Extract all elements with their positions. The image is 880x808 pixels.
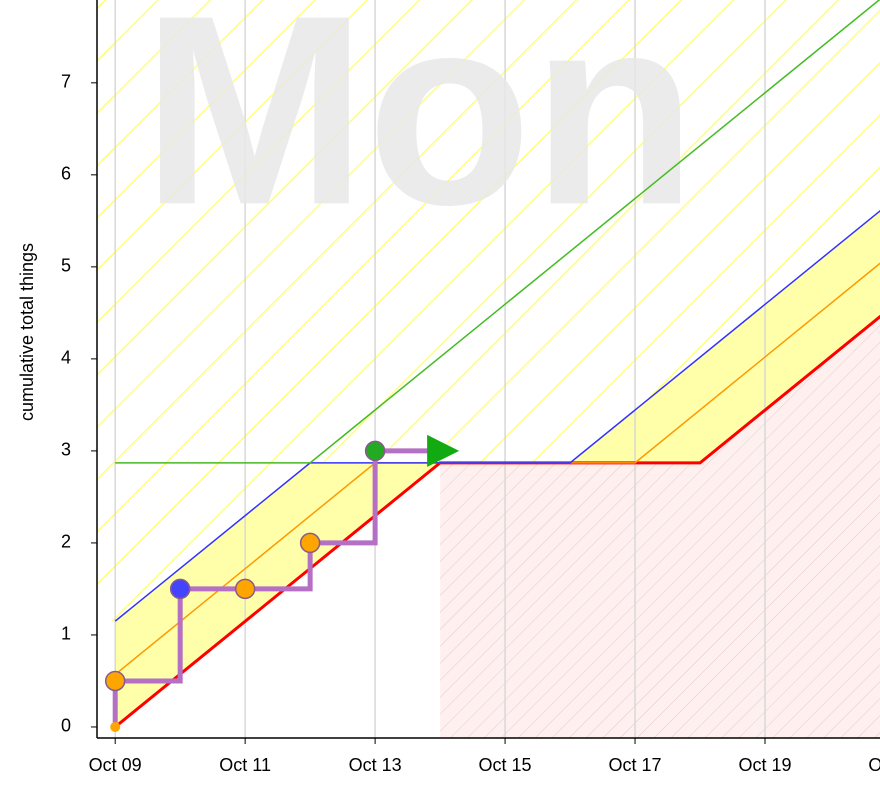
- datapoint: [364, 440, 386, 462]
- x-tick-label: Oct 19: [738, 755, 791, 775]
- datapoint: [234, 578, 256, 600]
- road-line: [114, 209, 880, 622]
- y-tick-label: 4: [61, 348, 71, 368]
- y-tick-label: 5: [61, 256, 71, 276]
- y-tick-label: 6: [61, 164, 71, 184]
- plot-area: Mon: [97, 0, 880, 738]
- watermark: Mon: [142, 0, 697, 261]
- y-tick-label: 7: [61, 72, 71, 92]
- y-tick-label: 0: [61, 716, 71, 736]
- data-step-line: [112, 448, 441, 727]
- x-tick-label: Oct 09: [89, 755, 142, 775]
- y-tick-label: 3: [61, 440, 71, 460]
- y-tick-label: 2: [61, 532, 71, 552]
- hatch-region: [97, 0, 116, 622]
- datapoint: [110, 721, 121, 732]
- y-tick-label: 1: [61, 624, 71, 644]
- y-axis-label: cumulative total things: [17, 243, 37, 421]
- projection-arrow: [427, 434, 460, 467]
- x-tick-label: Oct 17: [609, 755, 662, 775]
- hatch-region: [97, 0, 880, 622]
- datapoint: [299, 532, 321, 554]
- datapoint: [169, 578, 191, 600]
- derail-region: [440, 316, 880, 738]
- datapoint: [104, 670, 126, 692]
- x-tick-label: Oct 15: [479, 755, 532, 775]
- x-tick-label: Oct 11: [219, 755, 271, 775]
- road-line: [115, 0, 880, 464]
- x-tick-label: Oct 13: [349, 755, 402, 775]
- x-tick-label: Oct 21: [868, 755, 880, 775]
